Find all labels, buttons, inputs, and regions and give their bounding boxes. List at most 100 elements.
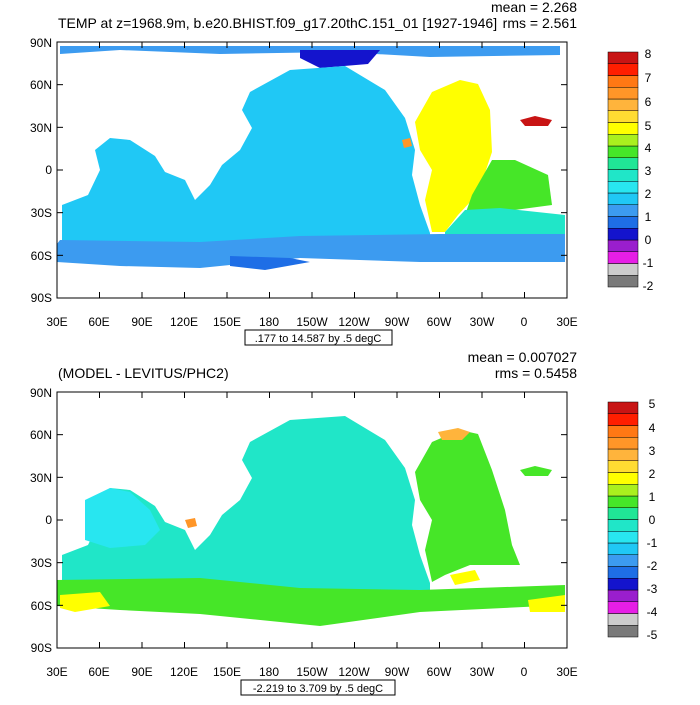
colorbar-label: 0	[645, 233, 652, 247]
lon-label: 150E	[213, 665, 241, 679]
colorbar-swatch	[607, 437, 639, 450]
lat-label: 30S	[31, 206, 52, 220]
colorbar-label: 0	[649, 513, 656, 527]
colorbar-swatch	[607, 601, 639, 614]
lat-label: 90N	[30, 36, 52, 50]
lon-label: 90W	[385, 315, 410, 329]
colorbar-top	[607, 51, 639, 288]
lon-label: 60W	[427, 665, 452, 679]
south-atlantic-band	[445, 208, 565, 240]
colorbar-swatch	[607, 216, 639, 229]
colorbar-top-labels: 8 7 6 5 4 3 2 1 0 -1 -2	[643, 47, 654, 293]
lon-label: 30E	[46, 665, 67, 679]
panel-top-rms: rms = 2.561	[503, 15, 578, 31]
lat-label: 30S	[31, 556, 52, 570]
colorbar-label: 4	[649, 421, 656, 435]
lat-label: 60N	[30, 78, 52, 92]
lon-axis-bottom: 30E 60E 90E 120E 150E 180 150W 120W 90W …	[46, 665, 577, 679]
lon-label: 60E	[88, 315, 109, 329]
colorbar-swatch	[607, 157, 639, 170]
lat-label: 60S	[31, 249, 52, 263]
colorbar-label: 1	[645, 210, 652, 224]
colorbar-label: 3	[645, 164, 652, 178]
colorbar-bottom	[607, 401, 639, 638]
lon-label: 90E	[131, 665, 152, 679]
lon-label: 150W	[296, 665, 328, 679]
colorbar-label: -2	[647, 559, 658, 573]
colorbar-swatch	[607, 578, 639, 591]
lat-label: 0	[45, 163, 52, 177]
lon-label: 60W	[427, 315, 452, 329]
panel-bottom: (MODEL - LEVITUS/PHC2) mean = 0.007027 r…	[30, 349, 658, 696]
colorbar-swatch	[607, 507, 639, 520]
lon-label: 90W	[385, 665, 410, 679]
lon-label: 30W	[470, 665, 495, 679]
lon-label: 30E	[556, 665, 577, 679]
mediterranean	[520, 116, 552, 126]
colorbar-swatch	[607, 425, 639, 438]
lon-label: 180	[259, 315, 279, 329]
colorbar-swatch	[607, 413, 639, 426]
indonesia-cyan	[85, 488, 160, 548]
lon-label: 150E	[213, 315, 241, 329]
atlantic-ocean	[415, 430, 520, 582]
colorbar-label: 2	[645, 187, 652, 201]
lat-label: 60N	[30, 428, 52, 442]
mediterranean	[520, 466, 552, 476]
colorbar-label: 7	[645, 71, 652, 85]
colorbar-swatch	[607, 134, 639, 147]
colorbar-swatch	[607, 542, 639, 555]
south-atlantic-green	[465, 160, 552, 215]
colorbar-label: -5	[647, 628, 658, 642]
colorbar-swatch	[607, 566, 639, 579]
colorbar-label: -1	[643, 256, 654, 270]
lat-label: 30N	[30, 471, 52, 485]
southern-cold	[230, 256, 310, 270]
antarctic-circumpolar	[57, 234, 565, 268]
colorbar-label: 3	[649, 444, 656, 458]
lat-label: 90S	[31, 641, 52, 655]
lon-label: 0	[521, 665, 528, 679]
lon-label: 120E	[170, 315, 198, 329]
colorbar-swatch	[607, 98, 639, 111]
colorbar-swatch	[607, 110, 639, 123]
colorbar-label: 8	[645, 47, 652, 61]
north-atlantic-orange	[438, 428, 470, 440]
panel-top: TEMP at z=1968.9m, b.e20.BHIST.f09_g17.2…	[30, 0, 654, 346]
colorbar-swatch	[607, 239, 639, 252]
ticks-bottom	[56, 391, 568, 649]
colorbar-swatch	[607, 625, 639, 638]
colorbar-swatch	[607, 495, 639, 508]
colorbar-swatch	[607, 63, 639, 76]
lon-label: 120W	[338, 665, 370, 679]
colorbar-label: -2	[643, 279, 654, 293]
panel-bottom-map: 90N 60N 30N 0 30S 60S 90S 30E 60E 90E 12…	[30, 386, 578, 679]
colorbar-label: 5	[649, 397, 656, 411]
panel-top-map: 90N 60N 30N 0 30S 60S 90S 30E 60E 90E 12…	[30, 36, 578, 329]
panel-bottom-rms: rms = 0.5458	[495, 365, 577, 381]
arctic-deep	[300, 50, 380, 68]
panel-top-mean: mean = 2.268	[491, 0, 577, 15]
panel-top-range: .177 to 14.587 by .5 degC	[255, 333, 382, 345]
pacific-indian-ocean	[62, 416, 430, 594]
colorbar-swatch	[607, 228, 639, 241]
lat-label: 30N	[30, 121, 52, 135]
lat-label: 90S	[31, 291, 52, 305]
lon-label: 120E	[170, 665, 198, 679]
ocean-fields-bottom	[57, 416, 565, 626]
panel-bottom-mean: mean = 0.007027	[468, 349, 578, 365]
colorbar-label: 6	[645, 95, 652, 109]
lon-axis-top: 30E 60E 90E 120E 150E 180 150W 120W 90W …	[46, 315, 577, 329]
lon-label: 0	[521, 315, 528, 329]
colorbar-swatch	[607, 145, 639, 158]
colorbar-swatch	[607, 401, 639, 414]
panel-bottom-title: (MODEL - LEVITUS/PHC2)	[58, 365, 229, 381]
lon-label: 180	[259, 665, 279, 679]
colorbar-swatch	[607, 204, 639, 217]
colorbar-bottom-labels: 5 4 3 2 1 0 -1 -2 -3 -4 -5	[647, 397, 658, 642]
southern-ocean-yellow	[60, 592, 110, 612]
colorbar-label: 5	[645, 119, 652, 133]
colorbar-label: 1	[649, 490, 656, 504]
lat-label: 90N	[30, 386, 52, 400]
